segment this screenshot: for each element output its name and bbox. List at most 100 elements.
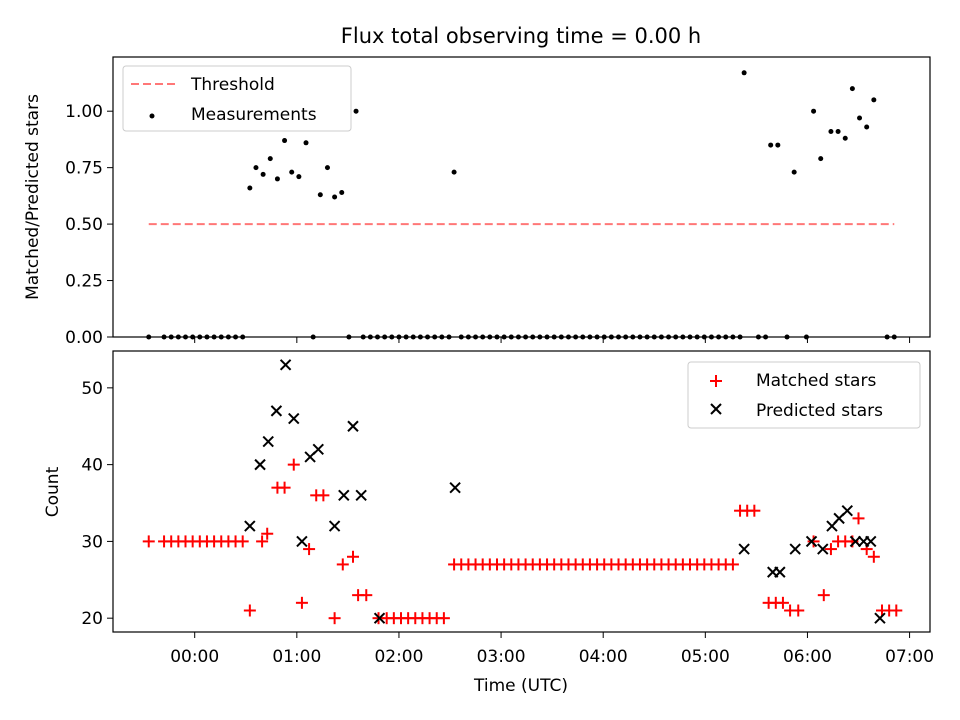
predicted-star-point [774, 566, 786, 578]
matched-star-point [236, 535, 249, 548]
predicted-star-point [296, 535, 308, 548]
legend-threshold-label: Threshold [190, 75, 275, 95]
matched-star-point [890, 604, 903, 617]
bottom-plot-frame [112, 350, 931, 633]
predicted-star-point [270, 405, 283, 417]
top-y-ticks: 0.00 0.25 0.50 0.75 1.00 [65, 102, 113, 348]
matched-star-point [748, 504, 761, 517]
bottom-x-tick-label: 03:00 [477, 647, 526, 667]
measurement-point [353, 108, 359, 114]
matched-star-point [807, 535, 820, 548]
matched-star-point [776, 596, 789, 609]
measurement-point [818, 156, 824, 162]
matched-star-point [867, 550, 880, 563]
bottom-x-tick-label: 05:00 [681, 647, 730, 667]
matched-star-point [303, 543, 316, 556]
predicted-star-point [738, 543, 750, 555]
matched-star-point [824, 543, 837, 556]
measurement-point [274, 176, 280, 182]
bottom-x-tick-label: 02:00 [374, 647, 423, 667]
top-panel: Flux total observing time = 0.00 h 0.000… [23, 24, 931, 348]
measurement-point [849, 86, 855, 92]
predicted-star-point [849, 535, 862, 548]
predicted-star-point [279, 359, 292, 371]
bottom-y-tick-label: 20 [81, 609, 103, 629]
bottom-x-tick-label: 06:00 [783, 647, 832, 667]
measurement-point [253, 165, 259, 171]
top-y-tick-label: 1.00 [65, 102, 103, 122]
matched-star-point [817, 589, 830, 602]
measurement-point [247, 185, 253, 191]
measurement-point [260, 171, 266, 177]
bottom-x-tick-label: 00:00 [170, 647, 219, 667]
top-y-tick-label: 0.00 [65, 328, 103, 348]
predicted-star-point [288, 412, 300, 425]
predicted-star-points [244, 359, 886, 624]
predicted-legend-swatch [710, 403, 722, 415]
predicted-star-point [312, 443, 324, 455]
bottom-y-axis-label: Count [43, 466, 63, 517]
matched-star-point [328, 612, 341, 625]
bottom-y-tick-label: 40 [81, 456, 103, 476]
matched-star-point [295, 596, 308, 609]
measurement-points [146, 70, 897, 340]
predicted-star-point [328, 520, 341, 532]
top-y-tick-label: 0.50 [65, 215, 103, 235]
top-plot-frame [112, 56, 931, 338]
measurement-point [267, 156, 273, 162]
bottom-y-ticks: 20 30 40 50 [81, 379, 113, 629]
matched-star-point [317, 489, 330, 502]
matched-star-point [437, 612, 450, 625]
predicted-star-point [805, 535, 818, 548]
matched-star-point [336, 558, 349, 571]
matched-star-point [256, 535, 269, 548]
matched-star-point [261, 527, 274, 540]
measurement-point [864, 124, 870, 130]
matched-star-point [287, 458, 300, 471]
predicted-star-point [254, 458, 266, 471]
bottom-x-tick-label: 01:00 [272, 647, 321, 667]
predicted-star-point [449, 481, 461, 494]
matched-star-point [278, 481, 291, 494]
matched-star-point [726, 558, 739, 571]
bottom-legend: Matched stars Predicted stars [687, 361, 921, 429]
bottom-x-tick-label: 07:00 [885, 647, 934, 667]
legend-matched-label: Matched stars [756, 371, 876, 391]
matched-legend-swatch [710, 375, 722, 387]
top-y-axis-label: Matched/Predicted stars [23, 94, 43, 300]
matched-star-point [243, 604, 256, 617]
measurement-point [842, 135, 848, 141]
top-y-tick-label: 0.25 [65, 272, 103, 292]
bottom-y-tick-label: 50 [81, 379, 103, 399]
measurement-point [317, 192, 323, 198]
measurement-point [857, 115, 863, 121]
bottom-x-tick-label: 04:00 [579, 647, 628, 667]
measurement-point [303, 140, 309, 146]
measurement-point [282, 138, 288, 144]
measurement-point [741, 70, 747, 76]
legend-measurements-label: Measurements [191, 105, 317, 125]
measurement-point [296, 174, 302, 180]
measurement-point [811, 108, 817, 114]
matched-star-point [360, 589, 373, 602]
predicted-star-point [841, 504, 853, 517]
measurement-point [871, 97, 877, 103]
measurement-legend-swatch [149, 113, 155, 119]
legend-predicted-label: Predicted stars [756, 401, 883, 421]
measurement-point [828, 129, 834, 135]
matched-star-points [142, 458, 903, 625]
predicted-star-point [865, 535, 877, 548]
measurement-point [339, 189, 345, 195]
predicted-star-point [817, 543, 829, 555]
top-legend-box [122, 65, 352, 132]
measurement-point [791, 169, 797, 175]
predicted-star-point [874, 612, 886, 624]
bottom-x-ticks: 00:00 01:00 02:00 03:00 04:00 05:00 06:00 07:00 [170, 632, 934, 667]
top-panel-title: Flux total observing time = 0.00 h [341, 24, 701, 48]
predicted-star-point [338, 489, 350, 502]
matched-star-point [852, 512, 865, 525]
top-y-tick-label: 0.75 [65, 159, 103, 179]
measurement-point [289, 169, 295, 175]
